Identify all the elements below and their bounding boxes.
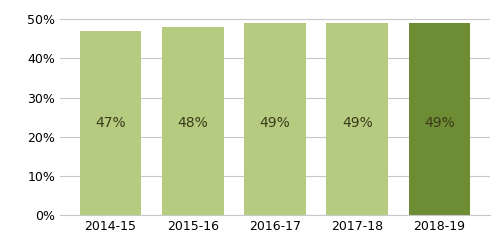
- Text: 47%: 47%: [95, 116, 126, 130]
- Text: 49%: 49%: [342, 116, 372, 130]
- Bar: [408, 23, 470, 215]
- Bar: [80, 31, 142, 215]
- Bar: [162, 27, 224, 215]
- Text: 49%: 49%: [260, 116, 290, 130]
- Bar: [244, 23, 306, 215]
- Text: 49%: 49%: [424, 116, 455, 130]
- Bar: [326, 23, 388, 215]
- Text: 48%: 48%: [178, 116, 208, 130]
